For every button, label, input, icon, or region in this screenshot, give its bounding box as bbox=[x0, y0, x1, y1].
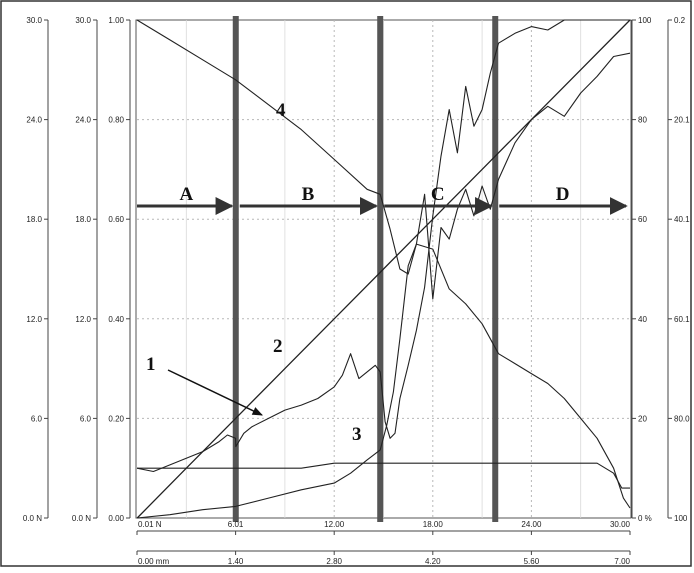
series-line-5 bbox=[137, 462, 630, 489]
series-line-2 bbox=[136, 19, 631, 519]
tick-label: 6.0 bbox=[80, 414, 92, 423]
phase-boundary-bar bbox=[492, 16, 499, 522]
axis-spines bbox=[47, 20, 669, 552]
tick-label: 0.80 bbox=[108, 116, 124, 125]
callout-1-pointer bbox=[167, 369, 263, 416]
phase-label-b: B bbox=[302, 184, 315, 205]
tick-label: 1.40 bbox=[228, 557, 244, 566]
tick-label: 24.0 bbox=[75, 116, 91, 125]
tick-label: 12.0 bbox=[26, 315, 42, 324]
tick-label: 0 % bbox=[638, 514, 652, 523]
right-inner-axis-ticks: 100 80 60 40 20 0 % bbox=[632, 16, 652, 523]
tick-label: 0.40 bbox=[108, 315, 124, 324]
tick-label: 2.80 bbox=[326, 557, 342, 566]
left-mid-axis-ticks: 30.0 24.0 18.0 12.0 6.0 0.0 N bbox=[72, 16, 97, 523]
left-outer-axis-ticks: 30.0 24.0 18.0 12.0 6.0 0.0 N bbox=[23, 16, 48, 523]
tick-label: 30.00 bbox=[610, 520, 631, 529]
series-line-4 bbox=[136, 19, 631, 509]
tick-label: 4.20 bbox=[425, 557, 441, 566]
tick-label: 60 bbox=[638, 215, 647, 224]
tick-label: 60.1 bbox=[674, 315, 690, 324]
series-layer bbox=[136, 19, 631, 519]
tick-label: 12.00 bbox=[324, 520, 345, 529]
tick-label: 5.60 bbox=[524, 557, 540, 566]
tick-label: 30.0 bbox=[26, 16, 42, 25]
phase-label-a: A bbox=[180, 184, 194, 205]
right-outer-axis-ticks: 0.2 20.1 40.1 60.1 80.0 100 bbox=[668, 16, 690, 523]
callout-1: 1 bbox=[146, 354, 156, 375]
x-force-axis-ticks: 0.01 N 6.01 12.00 18.00 24.00 30.00 bbox=[136, 520, 631, 535]
tick-label: 80.0 bbox=[674, 414, 690, 423]
tick-label: 0.2 bbox=[674, 16, 686, 25]
tick-label: 100 bbox=[674, 514, 688, 523]
left-inner-axis-ticks: 1.00 0.80 0.60 0.40 0.20 0.00 bbox=[108, 16, 130, 523]
series-line-1 bbox=[136, 19, 630, 473]
tick-label: 0.60 bbox=[108, 215, 124, 224]
tick-label: 6.0 bbox=[31, 414, 43, 423]
tick-label: 0.0 N bbox=[72, 514, 91, 523]
phase-boundary-bar bbox=[232, 16, 239, 522]
phase-boundary-bar bbox=[377, 16, 384, 522]
tick-label: 18.00 bbox=[423, 520, 444, 529]
phase-label-d: D bbox=[556, 184, 570, 205]
phase-boundaries bbox=[232, 16, 499, 522]
phase-label-c: C bbox=[431, 184, 445, 205]
tick-label: 24.00 bbox=[521, 520, 542, 529]
tick-label: 80 bbox=[638, 116, 647, 125]
tick-label: 40 bbox=[638, 315, 647, 324]
tick-label: 6.01 bbox=[228, 520, 244, 529]
callout-2: 2 bbox=[273, 336, 283, 357]
tick-label: 20.1 bbox=[674, 116, 690, 125]
tick-label: 18.0 bbox=[26, 215, 42, 224]
tick-label: 24.0 bbox=[26, 116, 42, 125]
phase-labels: A B C D bbox=[180, 184, 570, 205]
tick-label: 0.20 bbox=[108, 414, 124, 423]
tick-label: 20 bbox=[638, 414, 647, 423]
callout-3: 3 bbox=[352, 424, 362, 445]
tick-label: 0.0 N bbox=[23, 514, 42, 523]
callouts: 1 2 3 4 bbox=[146, 100, 362, 445]
tick-label: 0.00 bbox=[108, 514, 124, 523]
tick-label: 40.1 bbox=[674, 215, 690, 224]
tick-label: 0.01 N bbox=[138, 520, 162, 529]
tick-label: 18.0 bbox=[75, 215, 91, 224]
tick-label: 12.0 bbox=[75, 315, 91, 324]
tick-label: 0.00 mm bbox=[138, 557, 169, 566]
x-dist-axis-ticks: 0.00 mm 1.40 2.80 4.20 5.60 7.00 bbox=[136, 551, 631, 566]
tick-label: 7.00 bbox=[614, 557, 630, 566]
tick-label: 1.00 bbox=[108, 16, 124, 25]
callout-4: 4 bbox=[276, 100, 286, 121]
tick-label: 30.0 bbox=[75, 16, 91, 25]
series-line-3 bbox=[136, 52, 631, 519]
tick-label: 100 bbox=[638, 16, 652, 25]
